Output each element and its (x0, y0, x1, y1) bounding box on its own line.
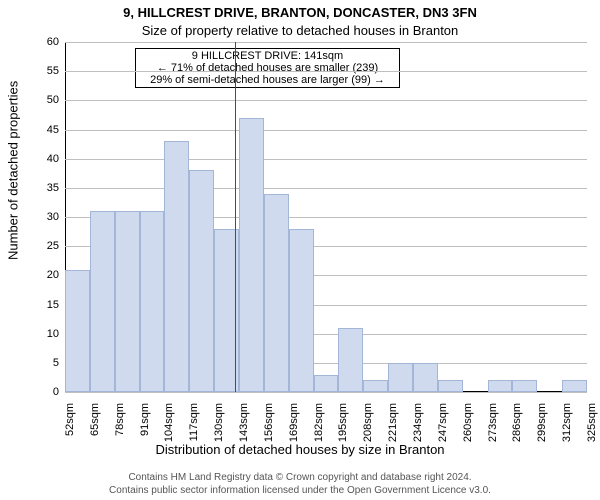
x-tick-label: 117sqm (188, 403, 200, 441)
histogram-bar (264, 194, 289, 392)
x-tick-label: 312sqm (561, 403, 573, 442)
histogram-bar (239, 118, 264, 392)
chart-title-line2: Size of property relative to detached ho… (0, 23, 600, 38)
histogram-bar (90, 211, 115, 392)
plot-area: 9 HILLCREST DRIVE: 141sqm← 71% of detach… (65, 42, 587, 392)
histogram-bar (338, 328, 363, 392)
histogram-bar (512, 380, 537, 392)
property-marker-line (235, 42, 236, 392)
histogram-bar (562, 380, 587, 392)
x-tick-label: 52sqm (64, 403, 76, 436)
y-gridline (65, 71, 587, 72)
x-tick-label: 286sqm (511, 403, 523, 442)
y-axis-label: Number of detached properties (6, 81, 21, 260)
y-tick-label: 45 (47, 124, 59, 136)
x-tick-label: 221sqm (387, 403, 399, 442)
y-gridline (65, 42, 587, 43)
histogram-bar (413, 363, 438, 392)
y-tick-label: 25 (47, 240, 59, 252)
x-tick-label: 325sqm (586, 403, 598, 442)
footer-line-2: Contains public sector information licen… (0, 485, 600, 498)
y-gridline (65, 188, 587, 189)
annotation-line: 9 HILLCREST DRIVE: 141sqm (140, 50, 395, 62)
chart-container: 9, HILLCREST DRIVE, BRANTON, DONCASTER, … (0, 0, 600, 500)
y-gridline (65, 159, 587, 160)
histogram-bar (488, 380, 513, 392)
x-tick-label: 234sqm (412, 403, 424, 442)
y-tick-label: 20 (47, 269, 59, 281)
histogram-bar (164, 141, 189, 392)
histogram-bar (388, 363, 413, 392)
x-tick-label: 299sqm (536, 403, 548, 442)
x-tick-label: 260sqm (462, 403, 474, 442)
y-tick-label: 10 (47, 328, 59, 340)
histogram-bar (289, 229, 314, 392)
histogram-bar (140, 211, 165, 392)
x-tick-label: 130sqm (213, 403, 225, 442)
y-tick-label: 0 (53, 386, 59, 398)
y-gridline (65, 130, 587, 131)
x-tick-label: 156sqm (263, 403, 275, 442)
footer-attribution: Contains HM Land Registry data © Crown c… (0, 472, 600, 497)
y-tick-label: 15 (47, 299, 59, 311)
footer-line-1: Contains HM Land Registry data © Crown c… (0, 472, 600, 485)
x-tick-label: 195sqm (337, 403, 349, 442)
histogram-bar (363, 380, 388, 392)
histogram-bar (314, 375, 339, 393)
annotation-line: ← 71% of detached houses are smaller (23… (140, 62, 395, 74)
histogram-bar (189, 170, 214, 392)
y-tick-label: 60 (47, 36, 59, 48)
x-tick-label: 247sqm (437, 403, 449, 442)
y-tick-label: 35 (47, 182, 59, 194)
x-tick-label: 143sqm (238, 403, 250, 442)
y-tick-label: 50 (47, 94, 59, 106)
x-tick-label: 91sqm (139, 403, 151, 436)
y-tick-label: 5 (53, 357, 59, 369)
x-tick-label: 78sqm (114, 403, 126, 436)
x-tick-label: 104sqm (163, 403, 175, 442)
histogram-bar (438, 380, 463, 392)
histogram-bar (115, 211, 140, 392)
x-tick-label: 169sqm (288, 403, 300, 442)
x-tick-label: 182sqm (313, 403, 325, 442)
annotation-line: 29% of semi-detached houses are larger (… (140, 74, 395, 86)
y-tick-label: 30 (47, 211, 59, 223)
x-tick-label: 65sqm (89, 403, 101, 436)
chart-title-line1: 9, HILLCREST DRIVE, BRANTON, DONCASTER, … (0, 5, 600, 20)
x-tick-label: 273sqm (487, 403, 499, 442)
x-axis-label: Distribution of detached houses by size … (0, 442, 600, 457)
y-gridline (65, 392, 587, 393)
y-tick-label: 40 (47, 153, 59, 165)
y-tick-label: 55 (47, 65, 59, 77)
annotation-box: 9 HILLCREST DRIVE: 141sqm← 71% of detach… (135, 48, 400, 88)
histogram-bar (65, 270, 90, 393)
x-tick-label: 208sqm (362, 403, 374, 442)
y-gridline (65, 100, 587, 101)
